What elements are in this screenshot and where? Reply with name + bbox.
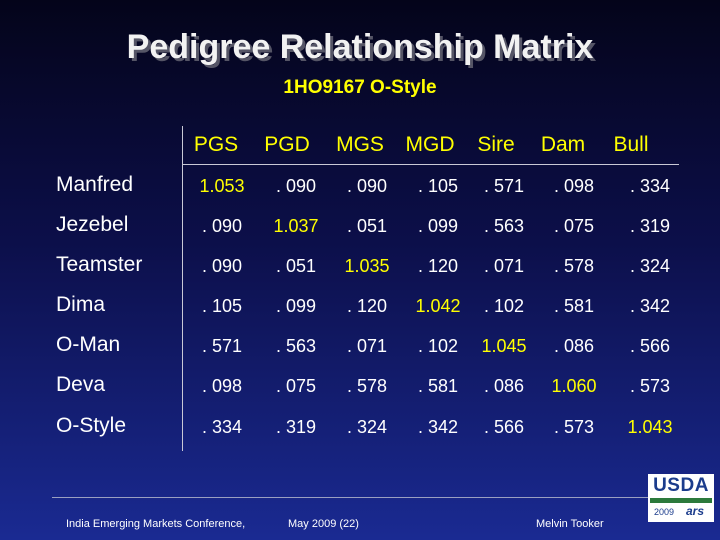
matrix-cell: . 120 <box>417 256 459 276</box>
row-label-dima: Dima <box>56 293 106 316</box>
matrix-cell: . 098 <box>553 176 595 196</box>
matrix-cell: . 573 <box>629 376 671 396</box>
matrix-cell: . 071 <box>346 336 388 356</box>
column-header-pgs: PGS <box>193 133 239 156</box>
matrix-cell: . 342 <box>417 417 459 437</box>
matrix-cell: . 566 <box>483 417 525 437</box>
matrix-cell-diagonal: 1.045 <box>481 336 527 356</box>
matrix-cell: . 334 <box>201 417 243 437</box>
ars-logo: ars <box>686 504 705 518</box>
column-header-dam: Dam <box>540 133 586 156</box>
matrix-cell: . 102 <box>483 296 525 316</box>
matrix-cell: . 581 <box>553 296 595 316</box>
matrix-cell: . 334 <box>629 176 671 196</box>
matrix-cell: . 098 <box>201 376 243 396</box>
matrix-cell: . 051 <box>346 216 388 236</box>
slide-subtitle: 1HO9167 O-Style <box>283 77 437 98</box>
matrix-cell: . 099 <box>275 296 317 316</box>
footer-author: Melvin Tooker <box>536 518 604 530</box>
matrix-cell: . 090 <box>201 216 243 236</box>
matrix-cell: . 578 <box>346 376 388 396</box>
matrix-cell-diagonal: 1.053 <box>199 176 245 196</box>
footer-conference: India Emerging Markets Conference, <box>66 518 246 530</box>
matrix-cell: . 319 <box>275 417 317 437</box>
matrix-cell: . 573 <box>553 417 595 437</box>
row-label-o-style: O-Style <box>56 414 127 437</box>
matrix-cell: . 324 <box>346 417 388 437</box>
matrix-cell: . 563 <box>275 336 317 356</box>
matrix-cell-diagonal: 1.043 <box>627 417 673 437</box>
column-header-pgd: PGD <box>264 133 310 156</box>
matrix-cell: . 342 <box>629 296 671 316</box>
usda-logo: USDA 2009 ars <box>648 474 714 522</box>
usda-logo-year: 2009 <box>654 507 675 517</box>
matrix-cell: . 105 <box>417 176 459 196</box>
matrix-cell: . 120 <box>346 296 388 316</box>
usda-logo-text: USDA <box>653 475 709 496</box>
matrix-cell: . 581 <box>417 376 459 396</box>
footer-divider <box>52 497 660 498</box>
matrix-cell-diagonal: 1.035 <box>344 256 390 276</box>
matrix-cell: . 566 <box>629 336 671 356</box>
row-label-o-man: O-Man <box>56 333 121 356</box>
matrix-cell: . 324 <box>629 256 671 276</box>
matrix-cell-diagonal: 1.060 <box>551 376 597 396</box>
row-label-deva: Deva <box>56 373 106 396</box>
matrix-cell: . 086 <box>483 376 525 396</box>
matrix-cell: . 075 <box>553 216 595 236</box>
row-label-manfred: Manfred <box>56 173 134 196</box>
column-header-mgs: MGS <box>336 133 384 156</box>
table-horizontal-divider <box>183 164 679 165</box>
matrix-cell: . 090 <box>201 256 243 276</box>
matrix-cell: . 071 <box>483 256 525 276</box>
matrix-cell: . 086 <box>553 336 595 356</box>
row-label-teamster: Teamster <box>56 253 143 276</box>
slide-title: Pedigree Relationship Matrix <box>126 28 594 66</box>
matrix-cell: . 090 <box>275 176 317 196</box>
usda-logo-band <box>650 498 712 503</box>
matrix-cell: . 578 <box>553 256 595 276</box>
matrix-cell: . 090 <box>346 176 388 196</box>
column-header-mgd: MGD <box>405 133 455 156</box>
matrix-cell: . 571 <box>483 176 525 196</box>
matrix-cell-diagonal: 1.037 <box>273 216 319 236</box>
matrix-cell: . 563 <box>483 216 525 236</box>
matrix-cell: . 105 <box>201 296 243 316</box>
table-vertical-divider <box>182 126 183 451</box>
matrix-cell: . 102 <box>417 336 459 356</box>
matrix-cell: . 099 <box>417 216 459 236</box>
matrix-cell-diagonal: 1.042 <box>415 296 461 316</box>
footer-date: May 2009 (22) <box>288 518 359 530</box>
row-label-jezebel: Jezebel <box>56 213 129 236</box>
matrix-cell: . 571 <box>201 336 243 356</box>
matrix-cell: . 051 <box>275 256 317 276</box>
matrix-cell: . 075 <box>275 376 317 396</box>
matrix-cell: . 319 <box>629 216 671 236</box>
column-header-bull: Bull <box>613 133 649 156</box>
column-header-sire: Sire <box>477 133 515 156</box>
